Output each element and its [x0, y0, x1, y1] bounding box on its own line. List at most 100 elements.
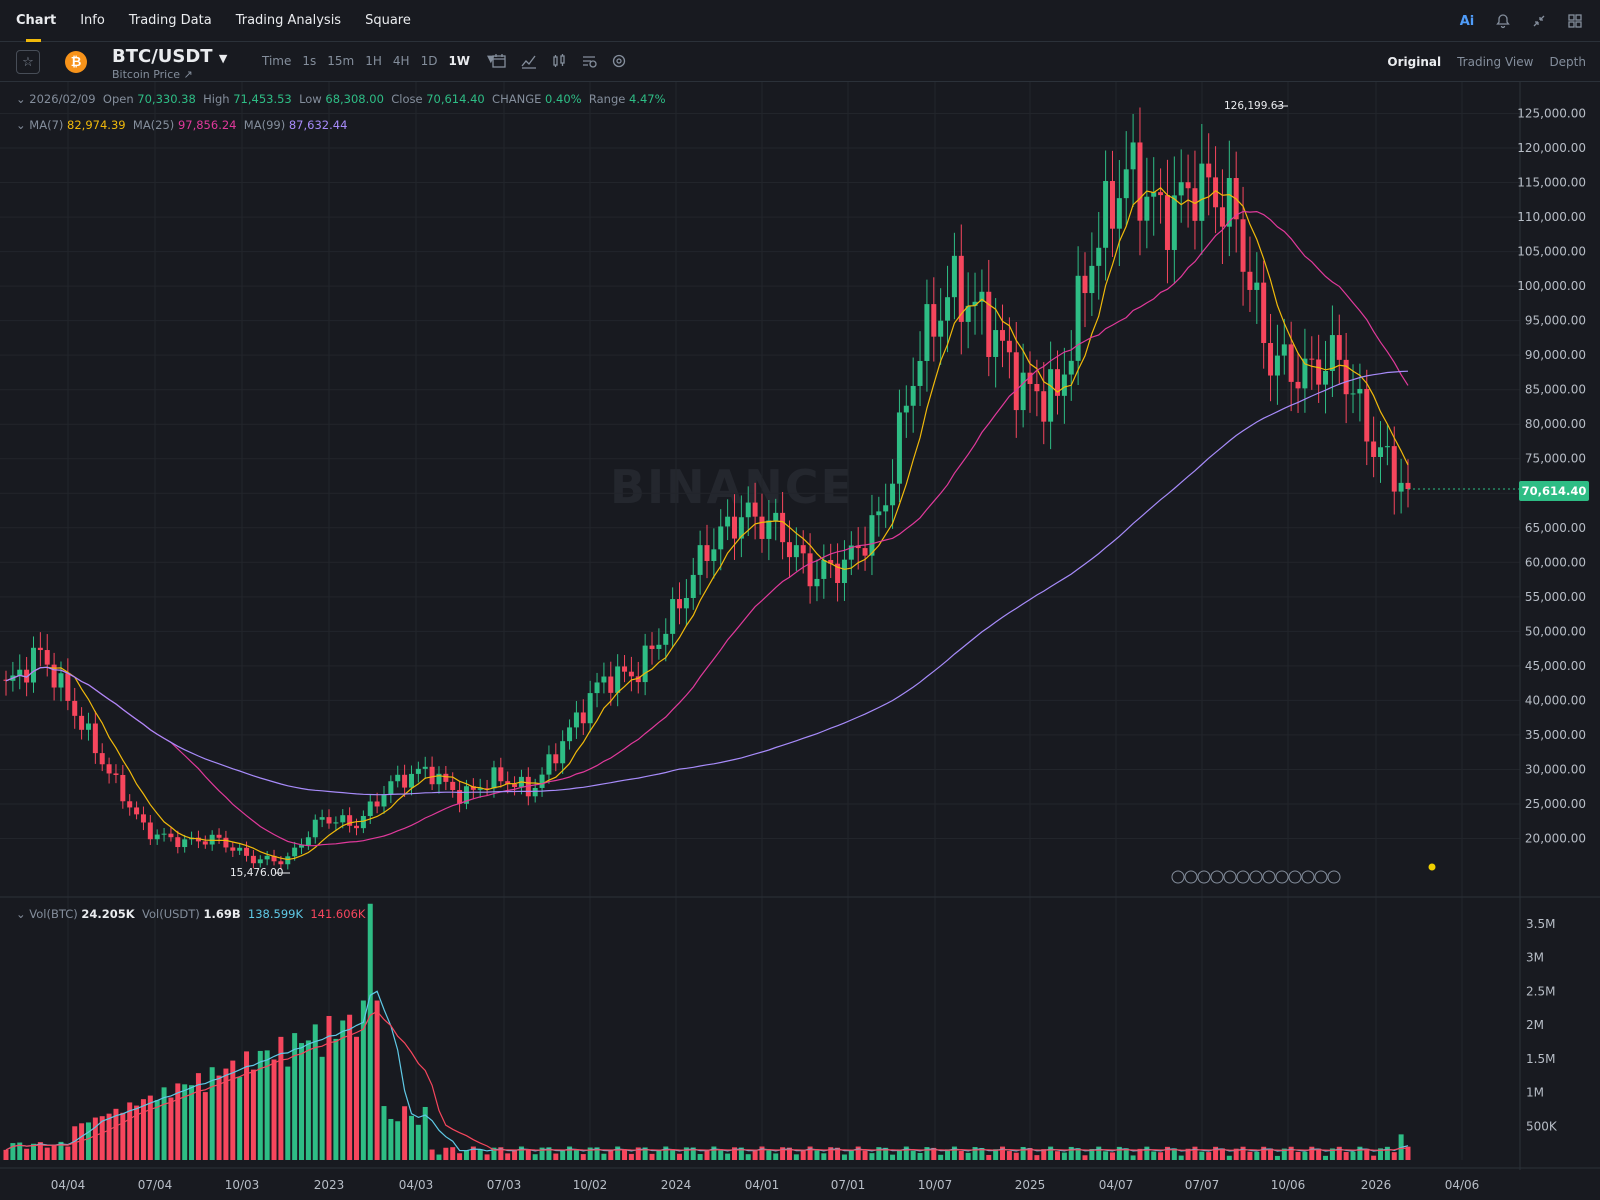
- volume-bar: [910, 1150, 916, 1160]
- time-tick-label: 07/01: [831, 1178, 866, 1192]
- volume-bar: [17, 1142, 23, 1160]
- candle-body: [374, 801, 380, 807]
- volume-bar: [972, 1147, 978, 1160]
- view-original[interactable]: Original: [1387, 55, 1442, 69]
- collapse-icon[interactable]: [1528, 10, 1550, 32]
- volume-bar: [285, 1066, 291, 1160]
- candle-body: [470, 786, 476, 790]
- candle-body: [848, 545, 854, 560]
- volume-bar: [250, 1069, 256, 1160]
- view-trading-view[interactable]: Trading View: [1457, 55, 1534, 69]
- change-value: 0.40%: [545, 92, 582, 106]
- interval-1d[interactable]: 1D: [420, 54, 438, 68]
- volume-bar: [312, 1024, 318, 1160]
- interval-more-icon[interactable]: ▼: [487, 54, 495, 65]
- candle-body: [1281, 344, 1287, 356]
- ma25-value: 97,856.24: [177, 118, 237, 132]
- candle-body: [601, 676, 607, 683]
- volume-bar: [1000, 1146, 1006, 1160]
- legend-toggle-icon[interactable]: ⌄: [16, 92, 26, 106]
- view-depth[interactable]: Depth: [1549, 55, 1586, 69]
- volume-bar: [635, 1147, 641, 1160]
- bell-icon[interactable]: [1492, 10, 1514, 32]
- candle-body: [546, 754, 552, 775]
- candle-body: [1288, 344, 1294, 382]
- high-annotation: 126,199.63: [1224, 100, 1284, 112]
- candle-body: [786, 542, 792, 558]
- interval-4h[interactable]: 4H: [392, 54, 410, 68]
- indicator-icon[interactable]: [520, 52, 538, 70]
- interval-1h[interactable]: 1H: [365, 54, 382, 68]
- volume-bar: [945, 1149, 951, 1160]
- pair-selector[interactable]: BTC/USDT ▼: [112, 46, 227, 67]
- tab-trading-data[interactable]: Trading Data: [128, 12, 212, 28]
- volume-bar: [1350, 1151, 1356, 1160]
- volume-bar: [1144, 1146, 1150, 1160]
- candle-body: [395, 774, 401, 782]
- settings-icon[interactable]: [610, 52, 628, 70]
- caret-down-icon: ▼: [218, 52, 228, 65]
- event-marker: [1314, 870, 1328, 884]
- volume-bar: [683, 1147, 689, 1160]
- price-tick-label: 75,000.00: [1525, 452, 1586, 466]
- drawing-tools-icon[interactable]: [580, 52, 598, 70]
- price-tick-label: 105,000.00: [1517, 245, 1586, 259]
- ai-icon[interactable]: Ai: [1459, 13, 1475, 29]
- tab-trading-analysis[interactable]: Trading Analysis: [235, 12, 342, 28]
- candle-body: [711, 549, 717, 561]
- volume-bar: [402, 1106, 408, 1160]
- time-tick-label: 04/04: [51, 1178, 86, 1192]
- candle-body: [1068, 360, 1074, 375]
- favorite-star-icon[interactable]: ☆: [16, 50, 40, 74]
- ma25-label: MA(25): [132, 118, 175, 132]
- interval-1s[interactable]: 1s: [302, 54, 317, 68]
- calendar-icon[interactable]: [490, 52, 508, 70]
- candle-body: [333, 822, 339, 824]
- volume-bar: [37, 1142, 43, 1160]
- ma99-label: MA(99): [243, 118, 286, 132]
- candle-body: [807, 553, 813, 587]
- candle-body: [1123, 169, 1129, 199]
- event-marker: [1262, 870, 1276, 884]
- volume-bar: [1109, 1152, 1115, 1160]
- vol-ma1-value: 138.599K: [247, 907, 304, 921]
- candle-body: [1343, 359, 1349, 395]
- candle-body: [278, 861, 284, 865]
- pair-subtitle-link[interactable]: Bitcoin Price ↗: [112, 68, 193, 81]
- volume-bar: [841, 1154, 847, 1160]
- volume-bar: [814, 1150, 820, 1160]
- volume-bar: [230, 1060, 236, 1160]
- candle-body: [1240, 219, 1246, 272]
- candle-body: [24, 669, 30, 683]
- range-label: Range: [588, 92, 626, 106]
- volume-bar: [1378, 1148, 1384, 1160]
- volume-bar: [429, 1149, 435, 1160]
- volume-toggle-icon[interactable]: ⌄: [16, 907, 26, 921]
- candle-body: [1158, 192, 1164, 196]
- volume-bar: [1116, 1146, 1122, 1160]
- interval-time[interactable]: Time: [262, 54, 292, 68]
- candle-body: [931, 304, 937, 337]
- candle-body: [752, 502, 758, 517]
- volume-bar: [642, 1147, 648, 1160]
- interval-15m[interactable]: 15m: [327, 54, 355, 68]
- volume-bar: [1295, 1151, 1301, 1160]
- interval-1w[interactable]: 1W: [448, 54, 471, 68]
- tab-chart[interactable]: Chart: [16, 0, 56, 42]
- event-marker: [1236, 870, 1250, 884]
- candle-body: [615, 666, 621, 693]
- candle-body: [1384, 446, 1390, 448]
- high-label: High: [203, 92, 230, 106]
- ma-toggle-icon[interactable]: ⌄: [16, 118, 26, 132]
- ma25-line: [5, 210, 1409, 847]
- candle-body: [436, 773, 442, 785]
- volume-bar: [553, 1153, 559, 1160]
- tab-square[interactable]: Square: [365, 12, 411, 28]
- tab-info[interactable]: Info: [80, 12, 105, 28]
- layout-icon[interactable]: [1564, 10, 1586, 32]
- candle-type-icon[interactable]: [550, 52, 568, 70]
- volume-bar: [766, 1150, 772, 1160]
- time-tick-label: 10/06: [1271, 1178, 1306, 1192]
- price-tick-label: 55,000.00: [1525, 590, 1586, 604]
